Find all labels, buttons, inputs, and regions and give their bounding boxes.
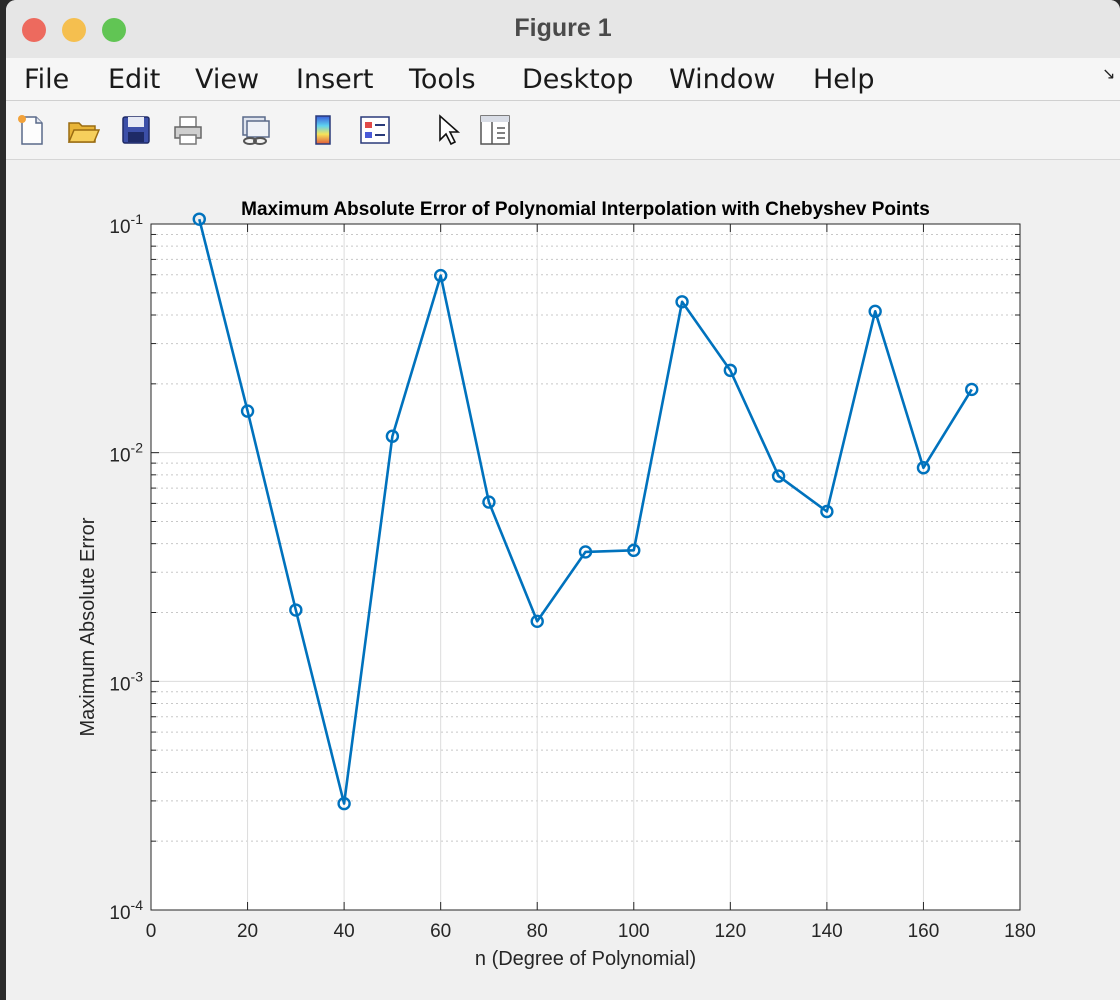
y-tick-label: 10-1 [109, 211, 143, 238]
x-tick-label: 0 [146, 921, 157, 942]
data-point [289, 603, 303, 617]
y-tick-labels: 10-410-310-210-1 [109, 211, 143, 924]
data-point [820, 504, 834, 519]
open-file-icon[interactable] [66, 113, 100, 147]
arrow-icon[interactable]: ↘ [1102, 64, 1116, 83]
x-tick-labels: 0 20 40 60 80 100 120 140 160 180 [146, 921, 1036, 942]
minimize-window-button[interactable] [62, 18, 86, 42]
x-axis-label: n (Degree of Polynomial) [475, 948, 696, 970]
data-point [868, 304, 882, 319]
x-tick-label: 180 [1004, 921, 1036, 942]
y-axis-label: Maximum Absolute Error [77, 517, 99, 736]
y-tick-base: 10 [109, 446, 130, 467]
save-icon[interactable] [119, 113, 153, 147]
x-tick-label: 20 [237, 921, 258, 942]
figure-canvas: 0 20 40 60 80 100 120 140 160 180 10-4 10-3 10-2 10-… [6, 160, 1120, 1000]
window-title: Figure 1 [514, 14, 612, 42]
data-point [723, 363, 738, 378]
y-tick-label: 10-3 [109, 668, 143, 695]
x-tick-label: 140 [811, 921, 843, 942]
y-tick-base: 10 [109, 217, 130, 238]
menu-help[interactable]: Help [813, 64, 875, 95]
data-point [916, 461, 931, 475]
background-editor-strip [0, 0, 6, 1000]
x-tick-label: 120 [714, 921, 746, 942]
data-point [530, 614, 544, 629]
colorbar-icon[interactable] [306, 113, 340, 147]
data-point [482, 495, 496, 509]
data-point [771, 469, 786, 483]
tick-marks [150, 223, 1021, 911]
y-tick-base: 10 [109, 903, 130, 924]
data-point [192, 212, 206, 226]
x-tick-label: 60 [430, 921, 451, 942]
menu-bar: File Edit View Insert Tools Desktop Wind… [6, 58, 1120, 101]
data-markers [192, 212, 979, 811]
menu-view[interactable]: View [195, 64, 260, 95]
figure-window: Figure 1 File Edit View Insert Tools Des… [6, 0, 1120, 1000]
y-tick-exponent: -1 [131, 211, 144, 227]
x-tick-label: 40 [334, 921, 355, 942]
property-panel-icon[interactable] [478, 113, 512, 147]
data-point [337, 796, 351, 811]
data-point [578, 545, 593, 559]
print-icon[interactable] [171, 113, 205, 147]
data-point [627, 543, 641, 558]
menu-file[interactable]: File [24, 64, 70, 95]
data-line [198, 218, 973, 805]
x-tick-label: 80 [527, 921, 548, 942]
toolbar [6, 101, 1120, 160]
close-window-button[interactable] [22, 18, 46, 42]
menu-desktop[interactable]: Desktop [522, 64, 634, 95]
x-tick-label: 160 [908, 921, 940, 942]
title-bar: Figure 1 [6, 0, 1120, 58]
y-tick-label: 10-4 [109, 897, 143, 924]
y-tick-exponent: -3 [131, 668, 144, 684]
axes-box [150, 223, 1021, 911]
menu-tools[interactable]: Tools [409, 64, 476, 95]
y-tick-exponent: -2 [131, 440, 144, 456]
y-tick-base: 10 [109, 674, 130, 695]
chart-title: Maximum Absolute Error of Polynomial Int… [241, 199, 930, 220]
y-tick-label: 10-2 [109, 440, 143, 467]
plot-area[interactable] [151, 224, 1020, 910]
x-tick-label: 100 [618, 921, 650, 942]
data-point [965, 382, 979, 397]
menu-edit[interactable]: Edit [108, 64, 161, 95]
data-point [240, 404, 255, 418]
data-point [385, 429, 400, 443]
y-tick-exponent: -4 [131, 897, 144, 913]
new-figure-icon[interactable] [14, 113, 48, 147]
link-plot-icon[interactable] [238, 113, 272, 147]
data-point [433, 268, 448, 283]
menu-insert[interactable]: Insert [296, 64, 374, 95]
chart[interactable]: 0 20 40 60 80 100 120 140 160 180 10-410-310-210-… [6, 160, 1120, 1000]
select-pointer-icon[interactable] [430, 113, 464, 147]
menu-window[interactable]: Window [669, 64, 776, 95]
zoom-window-button[interactable] [102, 18, 126, 42]
legend-icon[interactable] [358, 113, 392, 147]
data-point [675, 295, 689, 309]
